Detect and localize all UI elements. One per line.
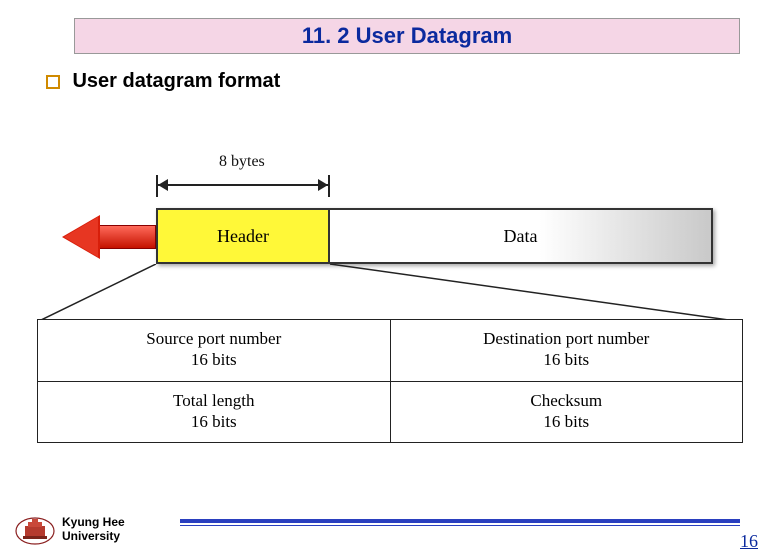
- field-cell: Source port number 16 bits: [38, 320, 391, 382]
- university-line1: Kyung Hee: [62, 515, 125, 529]
- table-row: Total length 16 bits Checksum 16 bits: [38, 381, 743, 443]
- field-bits: 16 bits: [543, 412, 589, 431]
- field-name: Destination port number: [483, 329, 649, 348]
- field-bits: 16 bits: [543, 350, 589, 369]
- page-number: 16: [740, 531, 758, 552]
- slide-footer: Kyung Hee University 16: [0, 500, 780, 558]
- red-arrow-icon: [62, 215, 156, 259]
- bullet-icon: [46, 75, 60, 89]
- segment-header: Header: [156, 208, 330, 264]
- bytes-label: 8 bytes: [219, 153, 265, 171]
- university-line2: University: [62, 529, 120, 543]
- field-name: Source port number: [146, 329, 281, 348]
- fanout-lines-icon: [37, 264, 743, 322]
- subtitle-text: User datagram format: [72, 70, 280, 92]
- dimension-line: [156, 179, 330, 191]
- header-fields-table: Source port number 16 bits Destination p…: [37, 319, 743, 443]
- field-bits: 16 bits: [191, 412, 237, 431]
- table-row: Source port number 16 bits Destination p…: [38, 320, 743, 382]
- footer-rule: [180, 519, 740, 526]
- datagram-diagram: 8 bytes Header Data Source port number 1…: [37, 153, 743, 443]
- segment-data: Data: [330, 208, 713, 264]
- field-bits: 16 bits: [191, 350, 237, 369]
- segment-row: Header Data: [156, 208, 713, 264]
- section-title: 11. 2 User Datagram: [302, 23, 512, 48]
- subtitle-row: User datagram format: [46, 70, 780, 93]
- section-title-bar: 11. 2 User Datagram: [74, 18, 740, 54]
- field-name: Total length: [173, 391, 254, 410]
- university-logo-icon: [14, 516, 56, 546]
- field-cell: Destination port number 16 bits: [390, 320, 743, 382]
- field-name: Checksum: [530, 391, 602, 410]
- field-cell: Checksum 16 bits: [390, 381, 743, 443]
- field-cell: Total length 16 bits: [38, 381, 391, 443]
